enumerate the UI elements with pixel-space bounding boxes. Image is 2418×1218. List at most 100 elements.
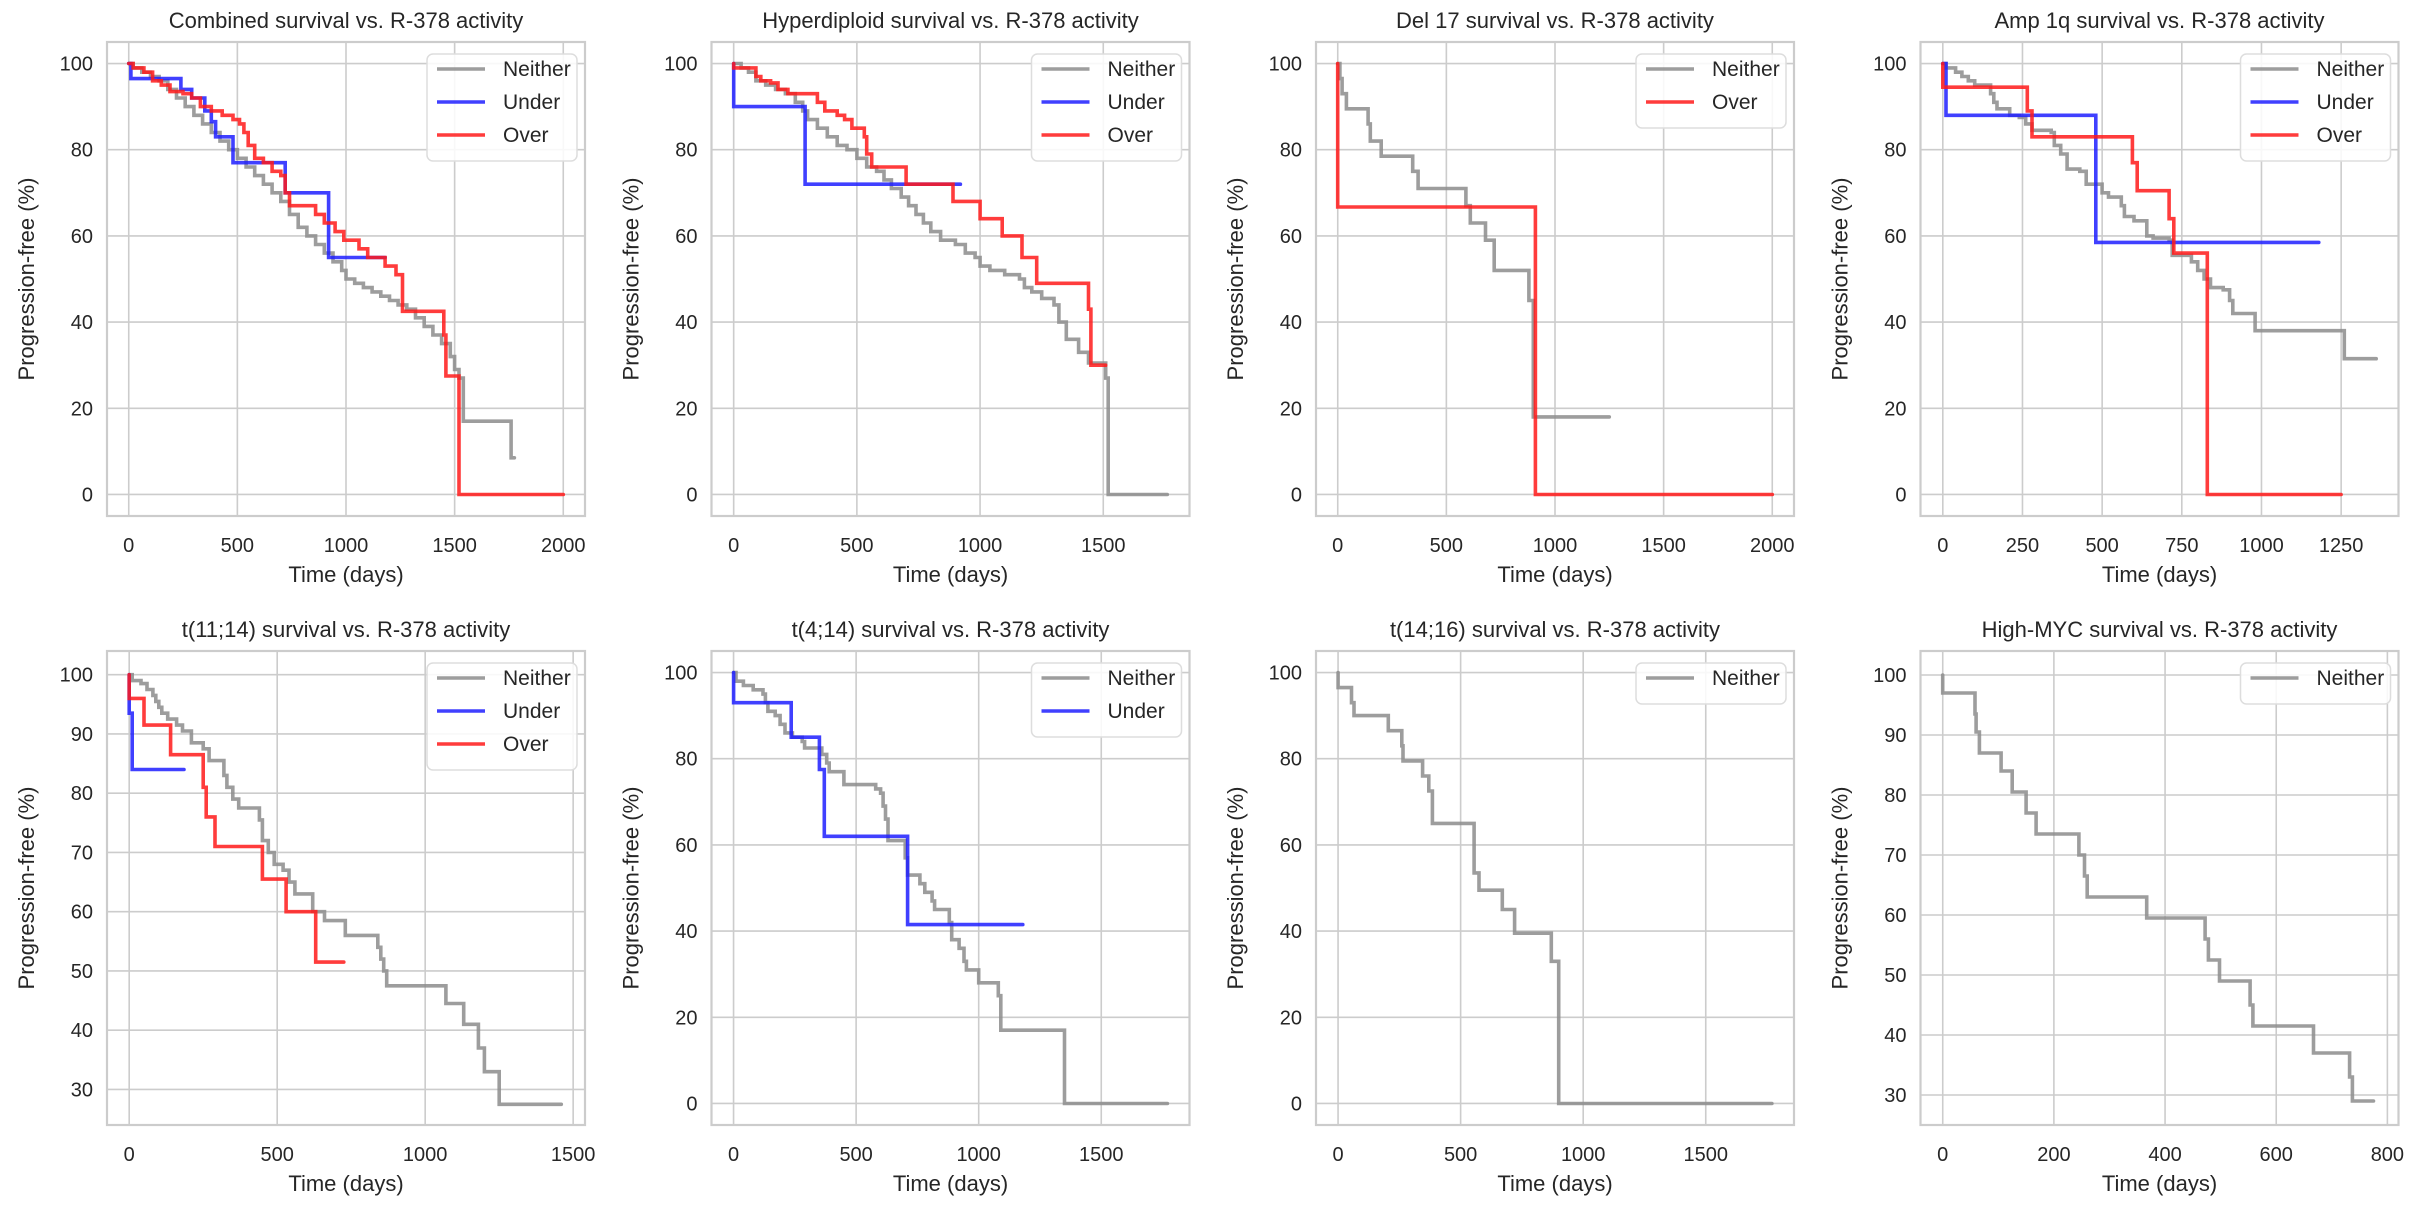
axes-frame	[105, 649, 587, 1127]
legend: Neither Under Over	[1030, 53, 1183, 162]
y-axis-label: Progression-free (%)	[1828, 178, 1853, 381]
series-line-neither	[1335, 61, 1612, 419]
x-tick-label: 750	[2165, 535, 2198, 557]
y-tick-label: 100	[664, 663, 697, 685]
y-tick-label: 40	[71, 312, 93, 334]
x-tick-label: 1000	[1561, 1144, 1606, 1166]
y-tick-label: 30	[71, 1079, 93, 1101]
axes-frame	[1919, 649, 2400, 1127]
y-tick-label: 0	[82, 484, 93, 506]
x-tick-label: 0	[124, 1144, 135, 1166]
y-axis-label: Progression-free (%)	[619, 787, 644, 990]
y-tick-label: 50	[71, 961, 93, 983]
chart-title: Del 17 survival vs. R-378 activity	[1396, 8, 1714, 33]
legend: Neither Over	[1635, 53, 1787, 129]
series-line-over	[1941, 61, 2343, 497]
legend: Neither	[2239, 662, 2392, 705]
x-tick-label: 1500	[1641, 535, 1686, 557]
legend-label-under: Under	[503, 700, 560, 723]
x-tick-label: 500	[839, 1144, 872, 1166]
legend: Neither Under Over	[426, 53, 578, 162]
y-tick-label: 20	[1884, 398, 1906, 420]
y-tick-label: 0	[1895, 484, 1906, 506]
legend-box	[1635, 53, 1787, 129]
x-tick-label: 0	[1937, 1144, 1948, 1166]
chart-panel-7: 0 200 400 600 800 30 40 50 60 70 80 90 100 High-MYC s…	[1828, 617, 2405, 1196]
x-tick-label: 1000	[2239, 535, 2284, 557]
x-tick-label: 1500	[1684, 1144, 1729, 1166]
chart-title: Amp 1q survival vs. R-378 activity	[1994, 8, 2324, 33]
x-axis-label: Time (days)	[893, 1171, 1008, 1196]
chart-panel-1: 0 500 1000 1500 0 20 40 60 80 100 Hyperdiploid sur…	[619, 8, 1191, 587]
y-tick-label: 60	[1884, 905, 1906, 927]
legend-label-neither: Neither	[1712, 58, 1780, 81]
legend-label-neither: Neither	[1108, 58, 1176, 81]
x-axis-label: Time (days)	[288, 1171, 403, 1196]
x-tick-label: 600	[2260, 1144, 2293, 1166]
y-tick-label: 40	[1280, 921, 1302, 943]
y-tick-label: 60	[675, 835, 697, 857]
y-tick-label: 40	[1884, 312, 1906, 334]
y-tick-label: 100	[664, 54, 697, 76]
series-line-over	[731, 61, 1108, 367]
y-tick-label: 20	[1280, 398, 1302, 420]
series-line-over	[127, 672, 346, 964]
chart-panel-4: 0 500 1000 1500 30 40 50 60 70 80 90 100 t(11;14) su…	[14, 617, 595, 1196]
legend-label-neither: Neither	[2317, 58, 2385, 81]
x-axis-label: Time (days)	[1497, 1171, 1612, 1196]
legend-box	[2239, 662, 2392, 705]
y-tick-label: 60	[71, 902, 93, 924]
x-tick-label: 500	[260, 1144, 293, 1166]
x-tick-label: 1000	[958, 535, 1003, 557]
y-tick-label: 0	[1291, 484, 1302, 506]
y-tick-label: 80	[71, 140, 93, 162]
legend-label-over: Over	[1712, 91, 1758, 114]
axes-frame	[1314, 40, 1796, 518]
axes-frame	[710, 40, 1191, 518]
x-tick-label: 200	[2037, 1144, 2070, 1166]
series-line-neither	[1941, 61, 2378, 361]
x-tick-label: 500	[840, 535, 873, 557]
x-tick-label: 500	[1444, 1144, 1477, 1166]
chart-title: High-MYC survival vs. R-378 activity	[1982, 617, 2338, 642]
y-tick-label: 80	[1280, 140, 1302, 162]
y-tick-label: 40	[71, 1020, 93, 1042]
y-tick-label: 40	[1280, 312, 1302, 334]
y-tick-label: 20	[675, 398, 697, 420]
y-tick-label: 80	[71, 783, 93, 805]
legend-box	[1030, 662, 1183, 738]
chart-panel-5: 0 500 1000 1500 0 20 40 60 80 100 t(4;14) survival…	[619, 617, 1191, 1196]
x-tick-label: 0	[728, 535, 739, 557]
series-line-neither	[731, 670, 1170, 1106]
x-tick-label: 500	[221, 535, 254, 557]
legend-label-neither: Neither	[2317, 667, 2385, 690]
y-tick-label: 80	[1280, 749, 1302, 771]
x-tick-label: 1000	[1533, 535, 1578, 557]
y-tick-label: 60	[71, 226, 93, 248]
x-axis-label: Time (days)	[288, 562, 403, 587]
axes-frame	[105, 40, 587, 518]
legend-label-under: Under	[1108, 700, 1165, 723]
y-tick-label: 100	[1873, 665, 1906, 687]
x-tick-label: 500	[2085, 535, 2118, 557]
series-line-under	[731, 61, 963, 186]
x-tick-label: 0	[728, 1144, 739, 1166]
legend-label-over: Over	[2317, 124, 2363, 147]
series-line-over	[126, 61, 566, 497]
legend-label-under: Under	[2317, 91, 2374, 114]
y-tick-label: 30	[1884, 1085, 1906, 1107]
chart-panel-3: 0 250 500 750 1000 1250 0 20 40 60 80 100 Amp 1q sur…	[1828, 8, 2400, 587]
x-tick-label: 0	[1332, 535, 1343, 557]
x-tick-label: 250	[2006, 535, 2039, 557]
y-tick-label: 40	[675, 921, 697, 943]
x-axis-label: Time (days)	[2102, 1171, 2217, 1196]
chart-panel-6: 0 500 1000 1500 0 20 40 60 80 100 t(14;16) surviva…	[1223, 617, 1796, 1196]
y-tick-label: 0	[686, 1093, 697, 1115]
plot-area	[1920, 651, 2399, 1125]
y-tick-label: 20	[71, 398, 93, 420]
axes-frame	[710, 649, 1191, 1127]
y-tick-label: 90	[71, 724, 93, 746]
x-tick-label: 1500	[551, 1144, 596, 1166]
chart-title: t(14;16) survival vs. R-378 activity	[1390, 617, 1720, 642]
x-axis-label: Time (days)	[1497, 562, 1612, 587]
